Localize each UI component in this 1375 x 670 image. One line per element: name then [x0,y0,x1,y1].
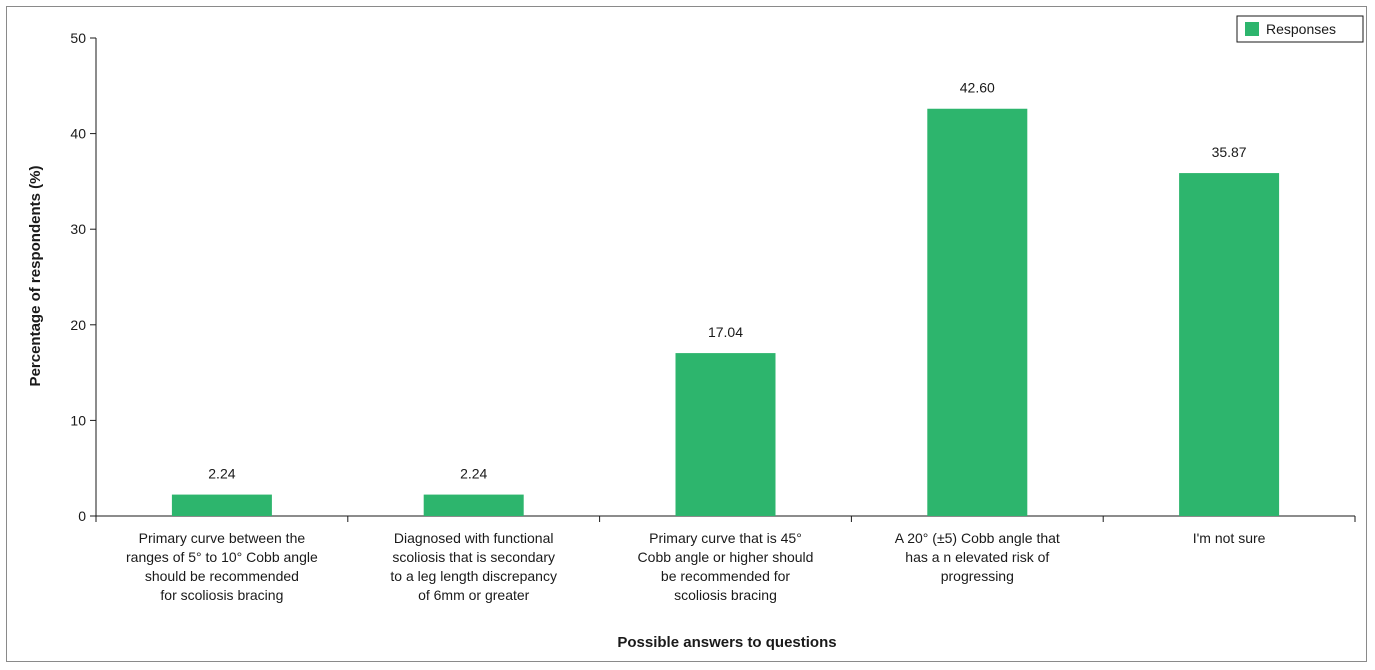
category-label-line: Primary curve between the [139,530,306,546]
category-label-line: ranges of 5° to 10° Cobb angle [126,549,318,565]
bar-value-label: 17.04 [708,324,743,340]
y-tick-label: 40 [70,126,86,142]
category-label-line: scoliosis bracing [674,587,777,603]
x-ticks [95,516,1356,522]
bar [927,108,1028,516]
y-axis-title: Percentage of respondents (%) [27,166,44,387]
legend-label: Responses [1266,21,1336,37]
category-label-line: Cobb angle or higher should [638,549,814,565]
bar-value-label: 2.24 [208,466,235,482]
legend-swatch [1245,22,1259,36]
bar-value-label: 35.87 [1212,144,1247,160]
category-labels: Primary curve between the ranges of 5° to… [126,530,1266,603]
chart-frame [6,6,1367,662]
category-label-line: be recommended for [661,568,791,584]
legend: Responses [1236,15,1364,43]
y-ticks: 0 10 20 30 40 50 [70,30,96,524]
bar [171,494,272,516]
category-label-line: Primary curve that is 45° [649,530,802,546]
y-tick-label: 30 [70,221,86,237]
x-axis-title: Possible answers to questions [617,634,836,651]
category-label: Primary curve between the ranges of 5° to… [126,530,318,603]
bar [423,494,524,516]
bar-value-label: 2.24 [460,466,487,482]
category-label-line: scoliosis that is secondary [392,549,555,565]
category-label-line: should be recommended [145,568,299,584]
bar [1179,173,1280,516]
y-tick-label: 20 [70,317,86,333]
bars [171,108,1280,516]
category-label-line: A 20° (±5) Cobb angle that [895,530,1060,546]
bar-value-label: 42.60 [960,80,995,96]
y-tick-label: 50 [70,30,86,46]
category-label: I'm not sure [1193,530,1266,546]
category-label-line: for scoliosis bracing [160,587,283,603]
category-label: Primary curve that is 45° Cobb angle or h… [638,530,814,603]
category-label-line: to a leg length discrepancy [390,568,557,584]
bar [675,353,776,516]
y-tick-label: 0 [78,508,86,524]
category-label-line: has a n elevated risk of [905,549,1049,565]
category-label: A 20° (±5) Cobb angle that has a n elevat… [895,530,1060,584]
category-label-line: Diagnosed with functional [394,530,554,546]
category-label-line: I'm not sure [1193,530,1266,546]
category-label: Diagnosed with functional scoliosis that … [390,530,557,603]
y-tick-label: 10 [70,412,86,428]
category-label-line: of 6mm or greater [418,587,530,603]
bar-value-labels: 2.24 2.24 17.04 42.60 35.87 [208,80,1247,482]
category-label-line: progressing [941,568,1014,584]
